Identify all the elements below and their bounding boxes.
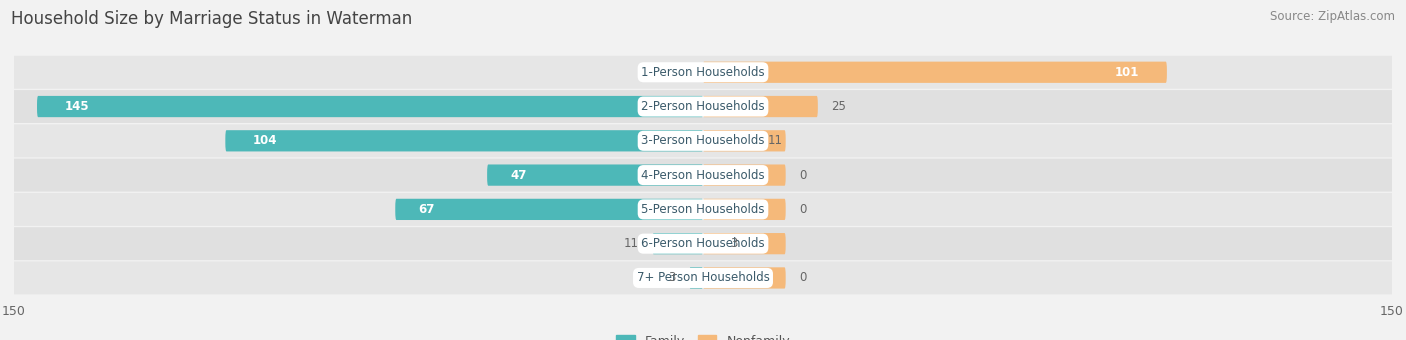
Text: Household Size by Marriage Status in Waterman: Household Size by Marriage Status in Wat… [11, 10, 412, 28]
Text: 3: 3 [668, 271, 675, 285]
Text: 4-Person Households: 4-Person Households [641, 169, 765, 182]
Text: 47: 47 [510, 169, 526, 182]
Text: 0: 0 [800, 271, 807, 285]
Legend: Family, Nonfamily: Family, Nonfamily [616, 335, 790, 340]
FancyBboxPatch shape [4, 261, 1402, 294]
FancyBboxPatch shape [652, 233, 703, 254]
FancyBboxPatch shape [703, 96, 818, 117]
Text: 1-Person Households: 1-Person Households [641, 66, 765, 79]
Text: 0: 0 [800, 169, 807, 182]
FancyBboxPatch shape [703, 267, 786, 289]
FancyBboxPatch shape [4, 227, 1402, 260]
FancyBboxPatch shape [703, 165, 786, 186]
Text: 104: 104 [253, 134, 277, 147]
FancyBboxPatch shape [225, 130, 703, 151]
Text: 6-Person Households: 6-Person Households [641, 237, 765, 250]
Text: 5-Person Households: 5-Person Households [641, 203, 765, 216]
FancyBboxPatch shape [703, 62, 1167, 83]
FancyBboxPatch shape [4, 56, 1402, 89]
FancyBboxPatch shape [703, 233, 786, 254]
Text: Source: ZipAtlas.com: Source: ZipAtlas.com [1270, 10, 1395, 23]
FancyBboxPatch shape [4, 193, 1402, 226]
FancyBboxPatch shape [37, 96, 703, 117]
Text: 101: 101 [1115, 66, 1139, 79]
FancyBboxPatch shape [703, 130, 786, 151]
FancyBboxPatch shape [689, 267, 703, 289]
FancyBboxPatch shape [486, 165, 703, 186]
Text: 0: 0 [800, 203, 807, 216]
FancyBboxPatch shape [395, 199, 703, 220]
Text: 145: 145 [65, 100, 89, 113]
FancyBboxPatch shape [703, 199, 786, 220]
FancyBboxPatch shape [4, 159, 1402, 191]
Text: 25: 25 [831, 100, 846, 113]
Text: 11: 11 [768, 134, 782, 147]
Text: 3: 3 [731, 237, 738, 250]
FancyBboxPatch shape [4, 124, 1402, 157]
Text: 7+ Person Households: 7+ Person Households [637, 271, 769, 285]
Text: 67: 67 [418, 203, 434, 216]
Text: 11: 11 [624, 237, 638, 250]
FancyBboxPatch shape [4, 90, 1402, 123]
Text: 3-Person Households: 3-Person Households [641, 134, 765, 147]
Text: 2-Person Households: 2-Person Households [641, 100, 765, 113]
